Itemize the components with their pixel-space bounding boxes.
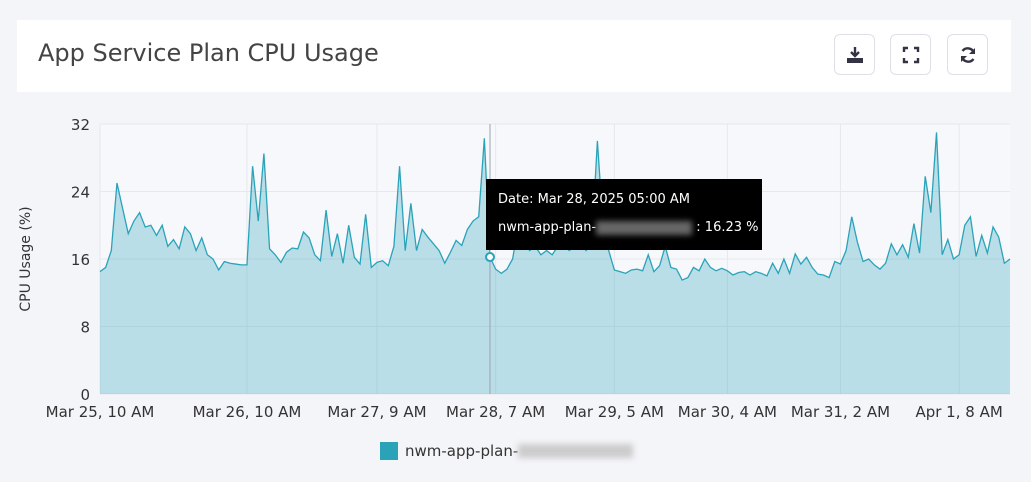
panel-header: App Service Plan CPU Usage bbox=[17, 20, 1011, 92]
redacted bbox=[596, 220, 693, 235]
area-line bbox=[99, 132, 1011, 281]
download-button[interactable] bbox=[834, 34, 875, 75]
legend-swatch bbox=[380, 442, 398, 460]
tooltip-date: Date: Mar 28, 2025 05:00 AM bbox=[498, 192, 690, 207]
refresh-icon bbox=[960, 46, 975, 63]
chart-title: App Service Plan CPU Usage bbox=[38, 39, 379, 67]
tooltip: Date: Mar 28, 2025 05:00 AM nwm-app-plan… bbox=[486, 179, 762, 250]
redacted bbox=[518, 444, 634, 458]
area-fill bbox=[100, 132, 1010, 394]
x-tick-label: Mar 30, 4 AM bbox=[678, 403, 777, 421]
y-tick-label: 16 bbox=[71, 251, 90, 269]
refresh-button[interactable] bbox=[947, 34, 988, 75]
legend: nwm-app-plan- bbox=[380, 442, 634, 460]
x-tick-label: Mar 26, 10 AM bbox=[193, 403, 302, 421]
tooltip-value-row: nwm-app-plan- : 16.23 % bbox=[498, 220, 762, 248]
y-tick-label: 0 bbox=[80, 386, 90, 404]
y-tick-label: 24 bbox=[71, 184, 90, 202]
y-axis-title: CPU Usage (%) bbox=[18, 206, 34, 311]
x-tick-label: Mar 31, 2 AM bbox=[791, 403, 890, 421]
fullscreen-icon bbox=[902, 46, 919, 63]
tooltip-value: : 16.23 % bbox=[696, 220, 759, 235]
x-tick-label: Mar 25, 10 AM bbox=[46, 403, 155, 421]
hover-point bbox=[485, 252, 495, 263]
x-tick-label: Apr 1, 8 AM bbox=[915, 403, 1002, 421]
fullscreen-button[interactable] bbox=[890, 34, 931, 75]
legend-label[interactable]: nwm-app-plan- bbox=[405, 442, 519, 460]
x-tick-label: Mar 29, 5 AM bbox=[565, 403, 664, 421]
download-icon bbox=[846, 46, 863, 63]
tooltip-series: nwm-app-plan- bbox=[498, 220, 597, 235]
y-tick-label: 8 bbox=[80, 319, 90, 337]
y-tick-label: 32 bbox=[71, 116, 90, 134]
x-tick-label: Mar 28, 7 AM bbox=[446, 403, 545, 421]
x-tick-label: Mar 27, 9 AM bbox=[327, 403, 426, 421]
